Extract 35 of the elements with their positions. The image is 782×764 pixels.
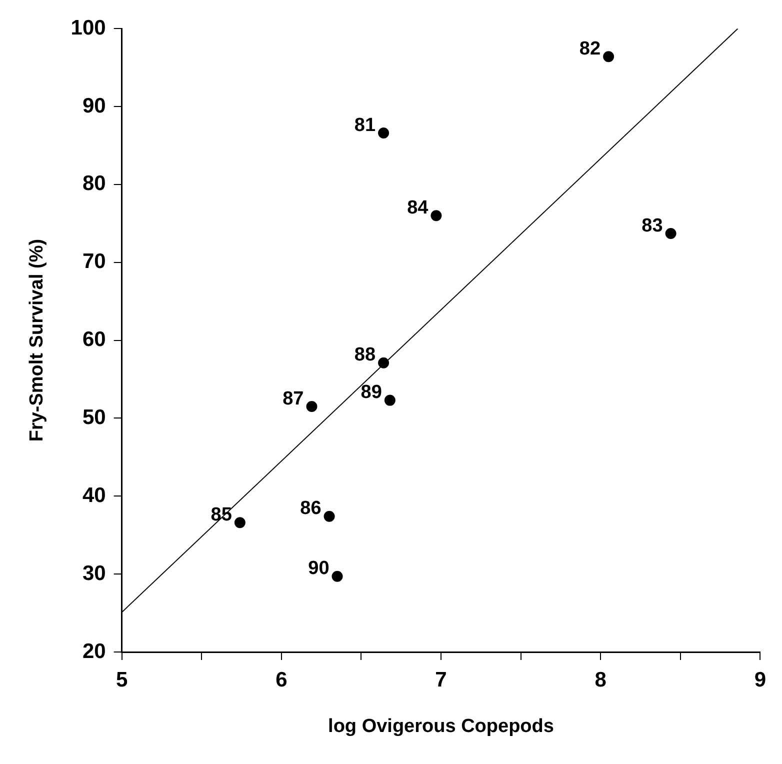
y-tick-label: 90 [82, 94, 106, 118]
x-tick-label: 7 [435, 668, 447, 692]
y-axis-title: Fry-Smolt Survival (%) [26, 238, 48, 442]
y-tick-label: 40 [82, 484, 106, 507]
annotation: 87 [282, 388, 304, 410]
y-tick-label: 100 [70, 16, 106, 40]
annotation: 84 [407, 197, 429, 218]
y-tick-label: 50 [82, 406, 106, 430]
point [332, 570, 343, 582]
point [324, 510, 335, 522]
point [603, 51, 614, 62]
x-tick-label: 6 [276, 668, 288, 692]
annotation: 81 [354, 114, 376, 136]
point [234, 517, 246, 528]
point [378, 128, 390, 139]
point [430, 210, 442, 222]
y-tick-label: 30 [82, 562, 106, 585]
annotation: 86 [300, 498, 322, 520]
annotation: 83 [642, 215, 663, 236]
point [378, 357, 390, 368]
x-axis-title: log Ovigerous Copepods [328, 716, 554, 737]
annotation: 90 [308, 558, 330, 580]
point [665, 228, 676, 240]
x-tick-label: 8 [594, 668, 607, 692]
x-tick-label: 9 [754, 668, 766, 692]
y-tick-label: 60 [82, 328, 106, 352]
x-tick-label: 5 [116, 668, 128, 692]
y-tick-label: 80 [82, 172, 106, 196]
point [384, 394, 396, 406]
annotation: 88 [354, 344, 376, 366]
annotation: 82 [579, 38, 601, 60]
y-tick-label: 70 [82, 250, 106, 274]
y-tick-label: 20 [82, 640, 106, 663]
point [306, 401, 318, 412]
annotation: 89 [360, 382, 382, 404]
